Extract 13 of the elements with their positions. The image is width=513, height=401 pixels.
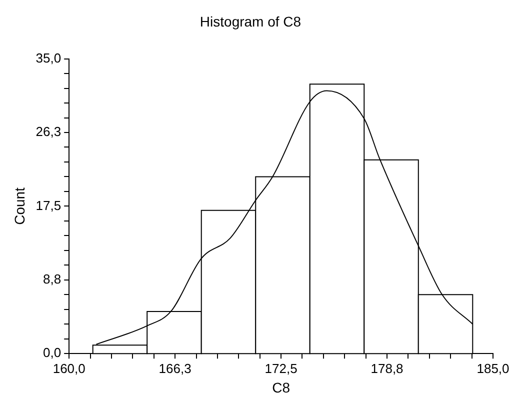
y-tick-label: 26,3 [36,124,62,140]
chart-title: Histogram of C8 [200,13,302,30]
x-tick-label: 185,0 [476,360,510,376]
x-tick-label: 160,0 [52,360,86,376]
y-tick-label: 0,0 [43,345,62,360]
x-tick-label: 172,5 [264,360,298,376]
y-axis-title: Count [11,187,28,225]
y-tick-label: 17,5 [36,198,62,213]
x-tick-label: 178,8 [370,360,404,376]
x-axis-title: C8 [272,379,290,396]
y-tick-label: 8,8 [43,271,62,286]
x-tick-label: 166,3 [158,360,192,376]
y-tick-label: 35,0 [36,50,62,66]
